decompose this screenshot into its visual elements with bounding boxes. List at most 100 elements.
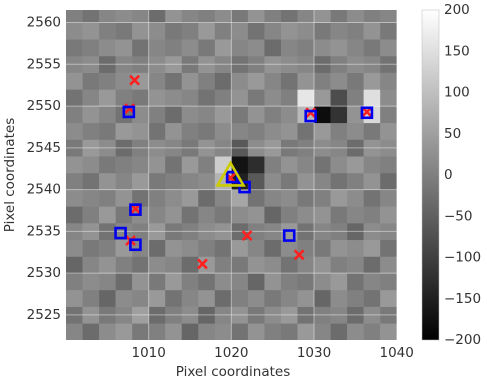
image-pixel (231, 156, 249, 174)
image-pixel (198, 89, 216, 107)
image-pixel (380, 273, 397, 291)
image-pixel (115, 256, 133, 274)
image-pixel (132, 106, 149, 124)
image-pixel (297, 206, 315, 224)
image-pixel (181, 223, 199, 241)
image-pixel (347, 239, 364, 257)
image-pixel (66, 223, 83, 241)
image-pixel (82, 22, 100, 40)
image-pixel (314, 156, 331, 174)
image-pixel (231, 106, 249, 124)
square-marker (282, 229, 296, 242)
image-pixel (330, 156, 348, 174)
x-tick-label: 1040 (380, 345, 414, 361)
colorbar-tick-label: −200 (444, 332, 481, 348)
image-pixel (214, 239, 232, 257)
colorbar (421, 9, 440, 341)
image-pixel (115, 22, 133, 40)
image-pixel (82, 306, 100, 324)
image-pixel (380, 223, 397, 241)
image-pixel (363, 156, 381, 174)
image-pixel (231, 289, 249, 307)
image-pixel (363, 89, 381, 107)
image-pixel (280, 122, 298, 140)
image-pixel (165, 106, 183, 124)
image-pixel (247, 239, 265, 257)
image-pixel (148, 239, 166, 257)
image-pixel (99, 10, 116, 23)
image-pixel (264, 223, 282, 241)
image-pixel (330, 256, 348, 274)
image-pixel (297, 273, 315, 291)
image-pixel (198, 139, 216, 157)
image-pixel (314, 139, 331, 157)
x-tick-label: 1030 (297, 345, 331, 361)
image-pixel (82, 323, 100, 340)
image-pixel (247, 39, 265, 57)
image-pixel (181, 55, 199, 73)
x-marker (305, 107, 317, 119)
image-pixel (231, 323, 249, 340)
image-pixel (330, 89, 348, 107)
image-pixel (82, 89, 100, 107)
image-pixel (148, 156, 166, 174)
image-pixel (198, 206, 216, 224)
image-pixel (380, 323, 397, 340)
square-marker (129, 203, 142, 216)
image-pixel (214, 223, 232, 241)
image-pixel (380, 139, 397, 157)
image-pixel (214, 39, 232, 57)
image-pixel (297, 156, 315, 174)
x-marker (129, 74, 141, 86)
image-pixel (214, 256, 232, 274)
image-pixel (181, 106, 199, 124)
image-pixel (264, 306, 282, 324)
image-pixel (181, 289, 199, 307)
image-pixel (347, 122, 364, 140)
image-pixel (231, 22, 249, 40)
image-pixel (148, 72, 166, 90)
image-pixel (363, 172, 381, 190)
image-pixel (66, 10, 83, 23)
image-pixel (280, 10, 298, 23)
image-pixel (264, 156, 282, 174)
image-pixel (247, 206, 265, 224)
image-pixel (363, 323, 381, 340)
image-pixel (66, 239, 83, 257)
image-pixel (132, 122, 149, 140)
image-pixel (181, 89, 199, 107)
image-pixel (264, 273, 282, 291)
image-pixel (115, 156, 133, 174)
image-pixel (148, 10, 166, 23)
image-pixel (214, 10, 232, 23)
image-pixel (380, 239, 397, 257)
x-tick-label: 1020 (214, 345, 248, 361)
image-pixel (165, 89, 183, 107)
image-pixel (247, 106, 265, 124)
image-pixel (66, 306, 83, 324)
image-pixel (330, 10, 348, 23)
image-pixel (148, 122, 166, 140)
image-pixel (214, 122, 232, 140)
y-tick-label: 2560 (27, 15, 61, 31)
image-pixel (363, 22, 381, 40)
image-pixel (380, 189, 397, 207)
image-pixel (347, 172, 364, 190)
image-pixel (363, 289, 381, 307)
image-pixel (99, 239, 116, 257)
image-pixel (165, 156, 183, 174)
image-pixel (82, 206, 100, 224)
y-axis-label: Pixel coordinates (2, 118, 18, 233)
image-pixel (148, 55, 166, 73)
image-pixel (148, 323, 166, 340)
image-pixel (297, 306, 315, 324)
image-pixel (99, 172, 116, 190)
image-pixel (82, 72, 100, 90)
image-pixel (99, 223, 116, 241)
image-pixel (347, 206, 364, 224)
image-pixel (214, 89, 232, 107)
image-pixel (66, 55, 83, 73)
image-pixel (314, 206, 331, 224)
image-pixel (181, 10, 199, 23)
image-pixel (165, 22, 183, 40)
